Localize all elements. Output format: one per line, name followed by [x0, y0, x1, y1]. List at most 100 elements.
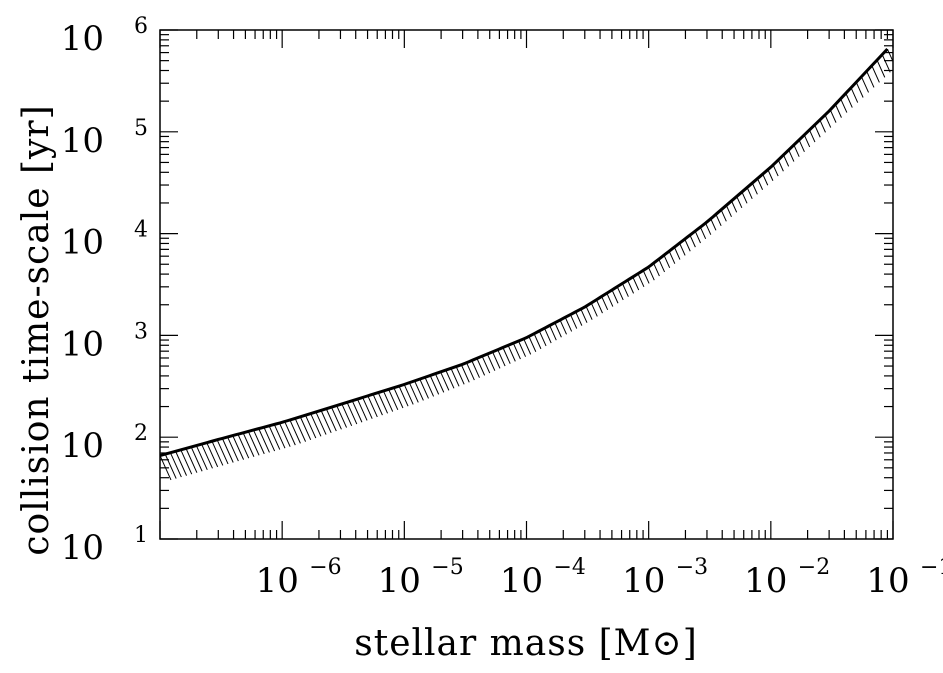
- hatch-line: [414, 380, 424, 401]
- hatch-line: [824, 114, 832, 128]
- hatch-line: [523, 338, 532, 355]
- hatch-line: [564, 317, 573, 332]
- x-axis-label: stellar mass [M⊙]: [354, 623, 698, 664]
- hatch-line: [190, 446, 203, 472]
- hatch-line: [840, 98, 848, 113]
- hatch-line: [372, 394, 383, 416]
- hatch-line: [720, 209, 727, 222]
- hatch-line: [424, 377, 435, 397]
- hatch-line: [590, 302, 598, 317]
- plot-frame: [159, 29, 894, 540]
- hatch-line: [497, 349, 506, 367]
- hatch-line: [273, 424, 286, 449]
- hatch-line: [466, 362, 475, 381]
- hatch-line: [185, 448, 198, 473]
- hatch-line: [538, 330, 547, 347]
- hatch-line: [164, 453, 177, 479]
- x-tick-label: 10: [256, 561, 299, 601]
- hatch-line: [284, 421, 296, 446]
- hatch-line: [398, 385, 409, 407]
- hatch-line: [221, 438, 234, 463]
- hatch-line: [860, 76, 869, 93]
- hatch-line: [377, 392, 389, 414]
- x-tick-label-exponent: −6: [309, 555, 341, 580]
- y-tick-label: 10: [61, 121, 104, 161]
- hatch-line: [767, 169, 774, 181]
- hatch-line: [227, 436, 239, 462]
- hatch-line: [757, 178, 764, 190]
- hatch-line: [762, 173, 769, 186]
- y-tick-label-exponent: 6: [134, 14, 148, 39]
- hatch-line: [783, 154, 790, 167]
- hatch-line: [206, 442, 219, 468]
- x-tick-label: 10: [622, 561, 665, 601]
- hatch-line: [751, 182, 758, 195]
- hatch-line: [232, 435, 245, 460]
- hatch-line: [507, 345, 516, 362]
- hatch-line: [855, 81, 864, 98]
- hatch-line: [320, 410, 332, 434]
- y-tick-label: 10: [61, 223, 104, 263]
- hatch-line: [741, 191, 748, 204]
- hatch-line: [403, 384, 414, 405]
- hatch-line: [658, 258, 666, 273]
- hatch-line: [512, 342, 521, 360]
- hatch-line: [528, 336, 537, 352]
- hatch-line: [393, 387, 404, 409]
- x-tick-label-exponent: −3: [676, 555, 708, 580]
- hatch-line: [642, 270, 650, 284]
- y-axis-label: collision time-scale [yr]: [16, 104, 57, 555]
- hatch-line: [341, 403, 353, 427]
- x-tick-label: 10: [500, 561, 543, 601]
- hatch-line: [621, 283, 629, 297]
- hatch-line: [502, 347, 511, 364]
- hatch-line: [279, 422, 291, 447]
- hatch-line: [294, 418, 307, 442]
- hatch-line: [845, 93, 853, 108]
- hatch-line: [518, 340, 527, 357]
- hatch-line: [611, 289, 619, 304]
- hatch-line: [544, 328, 552, 344]
- hatch-line: [601, 296, 609, 311]
- y-tick-label-exponent: 5: [134, 116, 148, 141]
- hatch-line: [705, 222, 712, 235]
- hatch-line: [180, 449, 193, 475]
- hatch-line: [731, 200, 738, 213]
- hatch-line: [694, 230, 701, 244]
- hatch-line: [476, 358, 486, 376]
- hatch-line: [606, 292, 614, 307]
- hatch-line: [814, 124, 821, 138]
- hatch-line: [460, 364, 470, 383]
- x-tick-label-exponent: −1: [920, 555, 943, 580]
- hatch-line: [881, 54, 891, 73]
- x-tick-label: 10: [378, 561, 421, 601]
- hatch-line: [289, 419, 301, 444]
- x-tick-label-exponent: −2: [798, 555, 830, 580]
- hatch-line: [595, 299, 603, 314]
- y-tick-label-exponent: 2: [134, 421, 148, 446]
- hatch-line: [237, 433, 250, 459]
- hatch-line: [663, 254, 671, 269]
- hatch-line: [647, 266, 655, 281]
- hatch-line: [325, 408, 337, 432]
- hatch-line: [871, 65, 880, 83]
- hatch-line: [408, 382, 419, 403]
- hatch-line: [492, 351, 501, 369]
- hatch-line: [175, 451, 187, 476]
- hatch-line: [575, 311, 583, 326]
- hatch-line: [886, 48, 893, 63]
- hatch-line: [793, 144, 800, 157]
- hatch-line: [772, 164, 779, 177]
- hatch-line: [455, 366, 465, 385]
- hatch-line: [247, 431, 260, 456]
- hatch-line: [450, 368, 460, 387]
- hatch-line: [434, 373, 445, 393]
- hatch-line: [445, 369, 455, 389]
- hatch-line: [627, 279, 635, 294]
- hatch-line: [471, 360, 480, 378]
- series-line: [160, 48, 889, 458]
- hatch-line: [388, 389, 399, 410]
- y-tick-label-exponent: 1: [134, 523, 148, 548]
